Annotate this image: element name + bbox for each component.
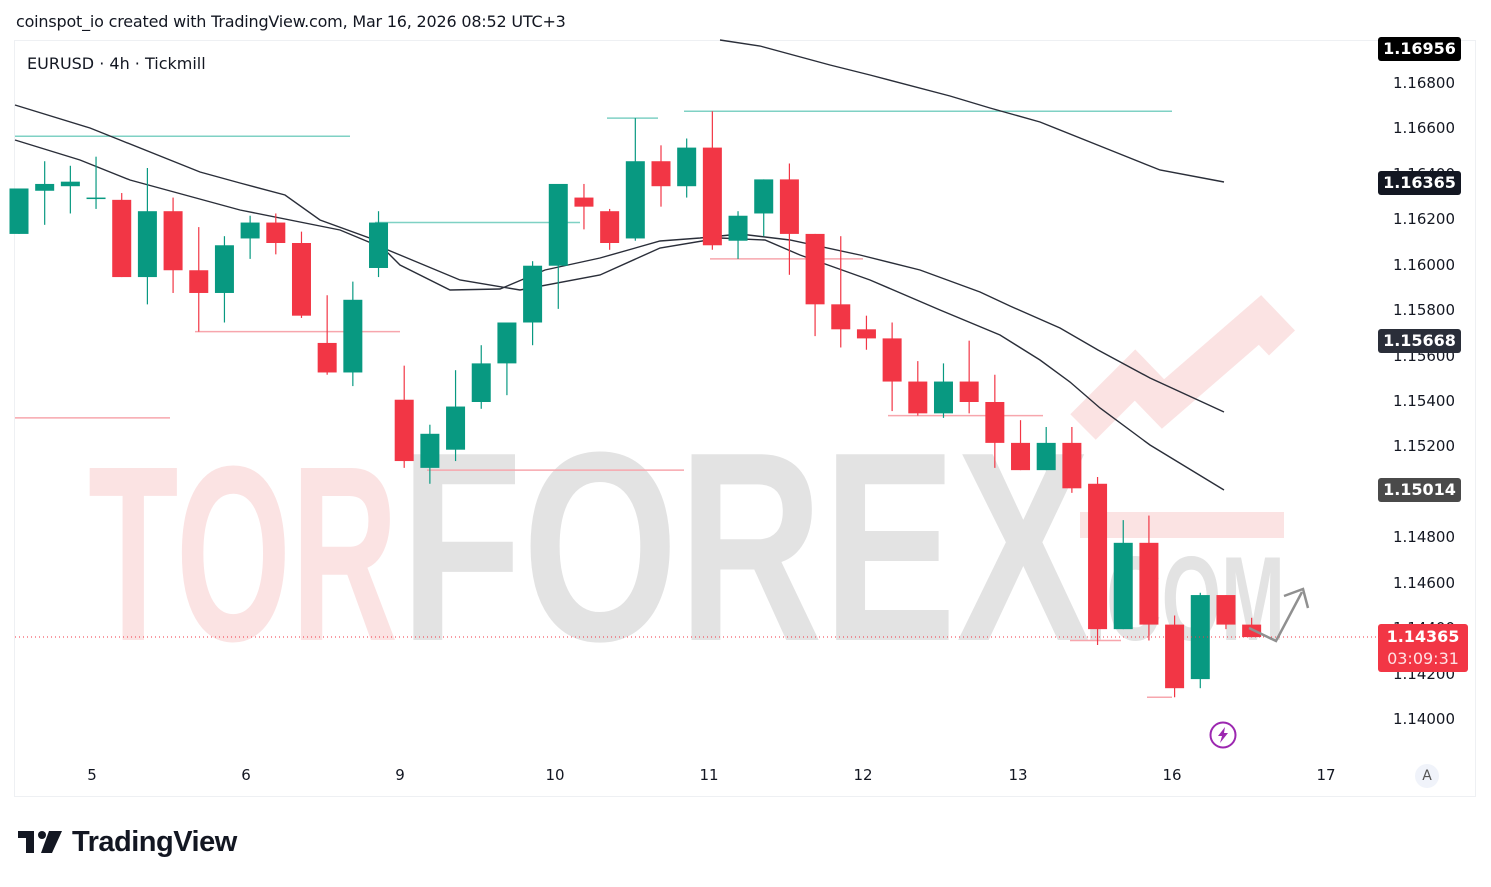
candle	[446, 370, 466, 462]
candle	[394, 365, 414, 468]
candle	[1216, 595, 1236, 630]
candle	[831, 236, 851, 348]
watermark-tor: TOR	[88, 414, 398, 693]
bar-countdown: 03:09:31	[1387, 649, 1459, 668]
price-level-tag: 1.16956	[1378, 36, 1461, 61]
price-axis-label: 1.14800	[1392, 528, 1455, 547]
chart-pane[interactable]	[14, 40, 1476, 797]
candle	[471, 345, 491, 409]
tradingview-logo-text: TradingView	[72, 825, 237, 858]
candle	[1242, 617, 1262, 638]
candle	[856, 315, 876, 350]
price-axis-label: 1.15800	[1392, 301, 1455, 320]
candle	[1113, 520, 1133, 630]
candle	[1062, 426, 1082, 493]
candle	[317, 295, 337, 375]
candle	[343, 281, 363, 387]
horizontal-levels	[15, 110, 1172, 699]
current-price: 1.14365	[1386, 627, 1460, 646]
candle	[805, 233, 825, 337]
candle	[523, 261, 543, 346]
price-axis-label: 1.16200	[1392, 210, 1455, 229]
time-axis-label: 10	[545, 766, 565, 784]
time-axis-label: 17	[1316, 766, 1336, 784]
candle	[1011, 420, 1031, 471]
tradingview-logo-icon	[18, 831, 62, 853]
candle	[163, 197, 183, 293]
time-axis-label: 12	[853, 766, 873, 784]
candle	[728, 211, 748, 259]
candle	[959, 340, 979, 414]
candle	[1139, 515, 1159, 641]
price-axis-label: 1.15400	[1392, 391, 1455, 410]
price-level-tag: 1.15668	[1378, 329, 1461, 354]
candle	[548, 183, 568, 309]
price-axis-label: 1.14600	[1392, 573, 1455, 592]
candle	[1165, 615, 1185, 698]
candle	[240, 215, 260, 259]
chart-caption: coinspot_io created with TradingView.com…	[16, 12, 566, 31]
price-axis-label: 1.16000	[1392, 255, 1455, 274]
candle	[908, 361, 928, 416]
lightning-icon[interactable]	[1209, 721, 1237, 749]
candle	[574, 183, 594, 230]
candle	[882, 322, 902, 412]
candle	[933, 363, 953, 418]
candle	[754, 179, 774, 237]
candle	[9, 188, 29, 234]
time-axis-label: 11	[699, 766, 719, 784]
candle	[137, 168, 157, 305]
price-axis-label: 1.16600	[1392, 119, 1455, 138]
symbol-legend[interactable]: EURUSD · 4h · Tickmill	[27, 54, 206, 73]
candle	[1190, 592, 1210, 689]
candle	[625, 118, 645, 241]
candle	[779, 163, 799, 275]
candle	[651, 145, 671, 207]
price-level-tag: 1.15014	[1378, 477, 1461, 502]
svg-text:FOREX: FOREX	[400, 397, 1091, 698]
candle	[985, 374, 1005, 468]
candle	[1088, 476, 1108, 646]
projection-arrow-icon	[1248, 587, 1310, 643]
candle	[420, 424, 440, 484]
candle	[497, 322, 517, 396]
candle	[600, 208, 620, 250]
time-axis-label: 6	[241, 766, 251, 784]
price-axis-label: 1.16800	[1392, 74, 1455, 92]
candle	[189, 227, 209, 332]
candle	[112, 193, 132, 278]
candle	[214, 236, 234, 323]
auto-scale-button[interactable]: A	[1415, 764, 1439, 788]
time-axis-label: 5	[87, 766, 97, 784]
time-axis-label: 13	[1008, 766, 1028, 784]
tradingview-logo[interactable]: TradingView	[18, 826, 237, 858]
price-level-tag: 1.16365	[1378, 170, 1461, 195]
price-axis-label: 1.15200	[1392, 437, 1455, 456]
candles	[9, 111, 1262, 698]
candle	[677, 138, 697, 198]
candle	[702, 111, 722, 250]
price-axis-label: 1.14000	[1392, 709, 1455, 728]
candle	[266, 213, 286, 255]
current-price-tag: 1.14365 03:09:31	[1378, 624, 1468, 672]
candle	[35, 161, 55, 225]
candle	[291, 231, 311, 318]
candle	[60, 165, 80, 214]
candle	[1036, 426, 1056, 471]
candle	[369, 211, 389, 278]
candle	[86, 156, 106, 209]
time-axis-label: 9	[395, 766, 405, 784]
time-axis-label: 16	[1162, 766, 1182, 784]
